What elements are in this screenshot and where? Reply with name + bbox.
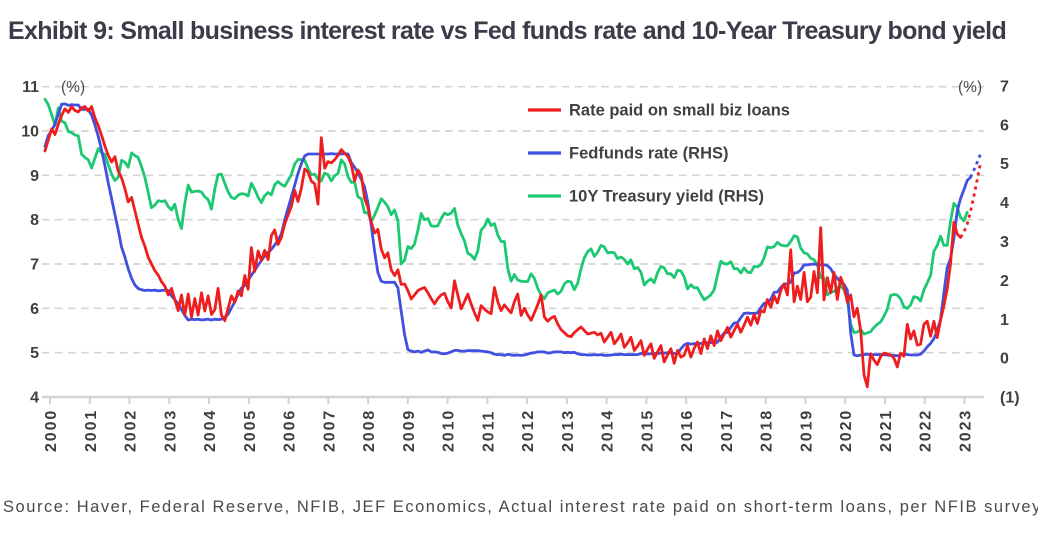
svg-text:2017: 2017	[719, 409, 736, 452]
svg-text:2022: 2022	[918, 409, 935, 452]
svg-text:6: 6	[30, 301, 39, 318]
svg-text:4: 4	[30, 390, 39, 407]
svg-text:6: 6	[1000, 117, 1009, 134]
svg-text:(%): (%)	[958, 79, 982, 96]
svg-text:8: 8	[30, 212, 39, 229]
svg-text:9: 9	[30, 168, 39, 185]
svg-text:5: 5	[1000, 156, 1009, 173]
svg-text:1: 1	[1000, 312, 1009, 329]
svg-text:5: 5	[30, 345, 39, 362]
svg-text:7: 7	[30, 257, 39, 274]
svg-text:2010: 2010	[441, 409, 458, 452]
svg-text:2003: 2003	[162, 409, 179, 452]
svg-text:0: 0	[1000, 351, 1009, 368]
svg-text:10: 10	[21, 124, 39, 141]
svg-text:2008: 2008	[361, 409, 378, 452]
svg-text:2: 2	[1000, 273, 1009, 290]
svg-text:2005: 2005	[242, 409, 259, 452]
svg-text:2013: 2013	[560, 409, 577, 452]
svg-text:2006: 2006	[282, 409, 299, 452]
svg-text:(%): (%)	[61, 79, 85, 96]
svg-text:2007: 2007	[321, 409, 338, 452]
svg-text:4: 4	[1000, 195, 1009, 212]
svg-text:2021: 2021	[878, 409, 895, 452]
svg-text:2004: 2004	[202, 409, 219, 452]
svg-text:10Y Treasury yield (RHS): 10Y Treasury yield (RHS)	[569, 188, 764, 206]
svg-text:2015: 2015	[639, 409, 656, 452]
svg-text:2019: 2019	[798, 409, 815, 452]
svg-text:2009: 2009	[401, 409, 418, 452]
svg-text:3: 3	[1000, 234, 1009, 251]
svg-text:2020: 2020	[838, 409, 855, 452]
svg-text:2018: 2018	[759, 409, 776, 452]
svg-text:2012: 2012	[520, 409, 537, 452]
svg-text:2002: 2002	[123, 409, 140, 452]
svg-text:2000: 2000	[43, 409, 60, 452]
svg-text:(1): (1)	[1000, 390, 1020, 407]
svg-text:2001: 2001	[83, 409, 100, 452]
svg-text:2011: 2011	[480, 410, 497, 452]
svg-text:2023: 2023	[958, 409, 975, 452]
svg-text:2016: 2016	[679, 409, 696, 452]
svg-text:11: 11	[22, 79, 39, 96]
svg-text:Rate paid on small biz loans: Rate paid on small biz loans	[569, 102, 790, 120]
svg-text:7: 7	[1000, 79, 1009, 96]
svg-text:Fedfunds rate (RHS): Fedfunds rate (RHS)	[569, 145, 729, 163]
svg-text:2014: 2014	[600, 409, 617, 452]
